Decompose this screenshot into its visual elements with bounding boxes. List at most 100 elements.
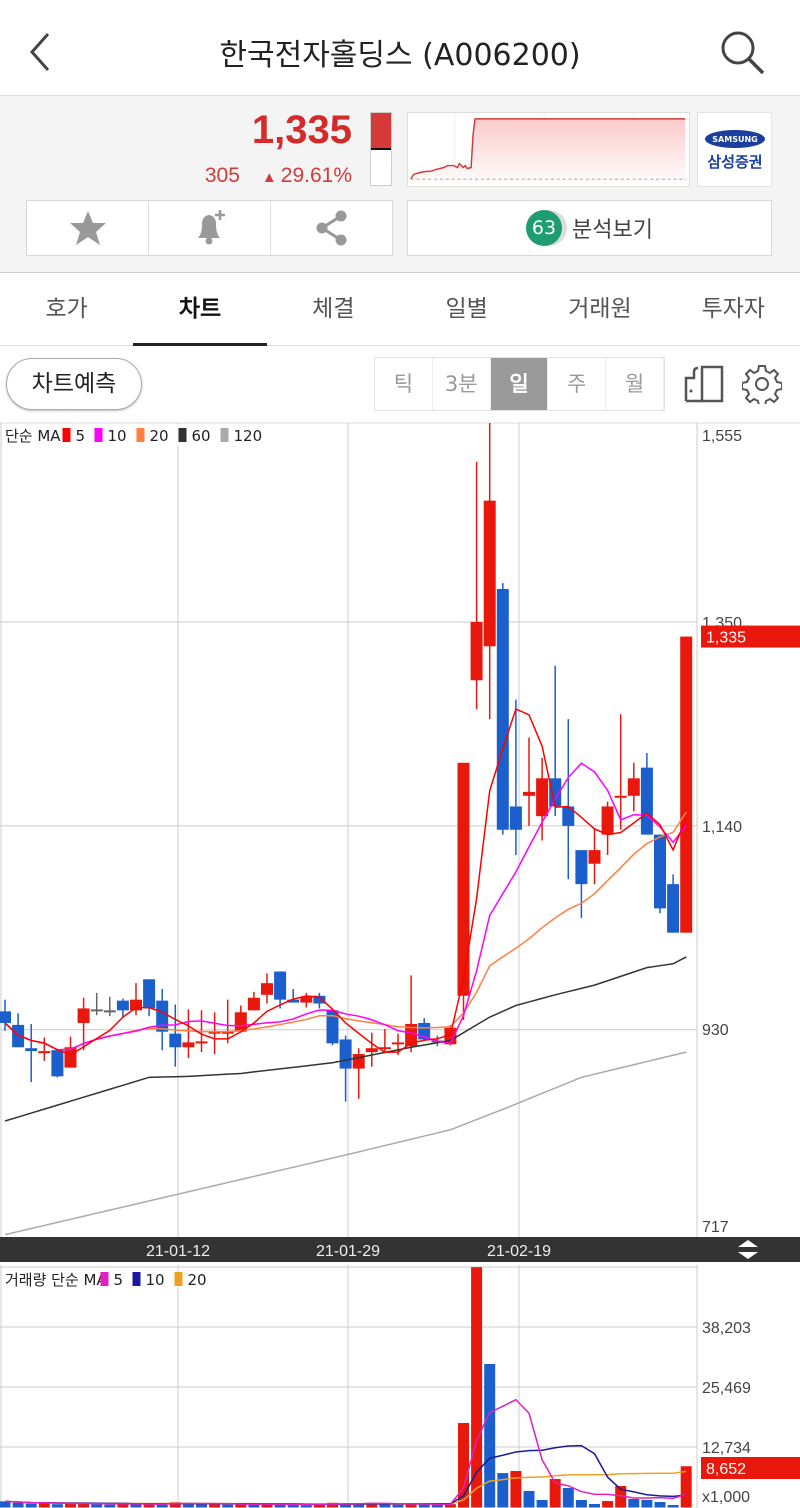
- gear-icon[interactable]: [742, 364, 782, 404]
- legend-item: 60: [192, 427, 211, 445]
- candle: [483, 500, 496, 647]
- share-icon: [316, 210, 346, 246]
- price-axis-label: 1,555: [702, 428, 742, 445]
- volume-bar: [222, 1504, 234, 1508]
- legend-item: 20: [150, 427, 169, 445]
- volume-bar: [536, 1499, 548, 1508]
- volume-bar: [340, 1503, 352, 1508]
- period-1[interactable]: 3분: [433, 358, 491, 410]
- candle: [549, 778, 562, 807]
- change-amount: 305: [204, 164, 240, 187]
- volume-bar: [444, 1504, 456, 1508]
- volume-bar: [497, 1473, 509, 1508]
- candle: [365, 1048, 378, 1053]
- candle: [640, 767, 653, 835]
- candle: [496, 588, 509, 830]
- svg-text:삼성증권: 삼성증권: [707, 153, 762, 171]
- legend-swatch: [178, 428, 187, 442]
- period-3[interactable]: 주: [548, 358, 607, 410]
- legend-swatch: [94, 428, 103, 442]
- period-0[interactable]: 틱: [375, 358, 433, 410]
- expand-collapse-icon[interactable]: [738, 1240, 758, 1259]
- legend-item: 120: [234, 427, 263, 445]
- tab-0[interactable]: 호가: [45, 296, 88, 322]
- date-label: 21-02-19: [487, 1243, 551, 1260]
- intraday-mini-chart[interactable]: [407, 112, 690, 187]
- volume-bar: [654, 1502, 666, 1508]
- legend-item: 10: [146, 1271, 165, 1289]
- volume-bar: [628, 1498, 640, 1508]
- candle: [12, 1024, 25, 1048]
- quote-panel: 1,335 305 ▲ 29.61% SAMSUNG 삼성증권 63 분석보기: [0, 95, 800, 273]
- candle: [588, 850, 601, 864]
- chevron-left-icon[interactable]: [26, 30, 56, 74]
- candle: [378, 1047, 391, 1050]
- period-selector: 틱 3분 일 주 월: [374, 357, 665, 411]
- candle: [221, 1031, 234, 1034]
- volume-bar: [549, 1479, 561, 1508]
- volume-bar: [0, 1501, 11, 1508]
- header: 한국전자홀딩스 (A006200): [0, 0, 800, 95]
- tab-4[interactable]: 거래원: [568, 296, 632, 322]
- volume-bar: [418, 1504, 430, 1508]
- candle: [326, 1010, 339, 1044]
- volume-bar: [562, 1488, 574, 1508]
- volume-bar: [143, 1503, 155, 1508]
- volume-bar: [209, 1503, 221, 1508]
- tab-2[interactable]: 체결: [312, 296, 355, 322]
- price-change: 305 ▲ 29.61%: [205, 164, 352, 188]
- vol-ma5-line: [4, 1398, 687, 1506]
- volume-bar: [25, 1503, 37, 1508]
- volume-unit-label: x1,000: [702, 1489, 750, 1506]
- volume-axis-label: 12,734: [702, 1440, 751, 1457]
- last-volume-label: 8,652: [706, 1461, 746, 1478]
- volume-bar: [667, 1505, 679, 1508]
- volume-bar: [196, 1504, 207, 1508]
- date-label: 21-01-29: [316, 1243, 380, 1260]
- action-buttons: [26, 200, 393, 256]
- volume-bar: [405, 1503, 417, 1508]
- search-icon[interactable]: [718, 28, 766, 76]
- chart-predict-button[interactable]: 차트예측: [6, 358, 142, 410]
- candle: [274, 971, 287, 1000]
- alert-button[interactable]: [149, 201, 271, 255]
- volume-bar: [261, 1503, 273, 1508]
- share-button[interactable]: [271, 201, 392, 255]
- legend-item: 5: [114, 1271, 124, 1289]
- ma10-line: [4, 762, 687, 1051]
- legend-swatch: [136, 428, 145, 442]
- ma60-line: [4, 956, 687, 1122]
- date-axis-bar: [0, 1237, 800, 1262]
- legend-swatch: [62, 428, 71, 442]
- volume-bar: [575, 1499, 587, 1508]
- volume-bar: [458, 1422, 469, 1508]
- tab-1[interactable]: 차트: [133, 273, 267, 346]
- volume-bar: [431, 1504, 443, 1508]
- last-volume-tag: [701, 1457, 800, 1479]
- volume-bar: [313, 1504, 325, 1508]
- candle: [300, 996, 313, 1003]
- volume-bar: [78, 1502, 90, 1508]
- candle: [208, 1031, 221, 1034]
- volume-bar: [38, 1503, 50, 1508]
- period-2[interactable]: 일: [490, 358, 549, 410]
- price-axis-label: 930: [702, 1022, 729, 1039]
- candle: [195, 1041, 208, 1044]
- volume-bar: [523, 1490, 535, 1508]
- tab-3[interactable]: 일별: [445, 296, 488, 322]
- candle: [51, 1050, 64, 1077]
- candle: [575, 850, 588, 885]
- volume-bar: [104, 1504, 116, 1508]
- legend-item: 5: [76, 427, 86, 445]
- tab-5[interactable]: 투자자: [701, 296, 766, 322]
- analysis-button[interactable]: 63 분석보기: [407, 200, 772, 256]
- candle: [116, 1000, 129, 1011]
- volume-bar: [327, 1502, 338, 1508]
- screen-rotate-icon[interactable]: [682, 364, 726, 404]
- volume-bar: [130, 1504, 142, 1508]
- period-4[interactable]: 월: [606, 358, 664, 410]
- volume-bar: [353, 1503, 365, 1508]
- favorite-button[interactable]: [27, 201, 149, 255]
- legend-swatch: [132, 1272, 141, 1286]
